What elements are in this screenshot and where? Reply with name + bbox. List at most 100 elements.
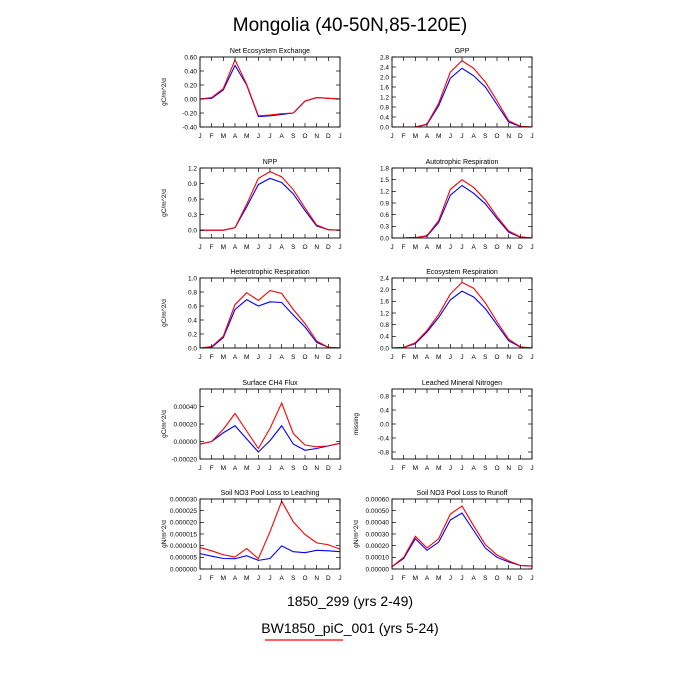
x-tick-label: O bbox=[494, 244, 499, 251]
series-line-1 bbox=[200, 177, 340, 231]
x-tick-label: A bbox=[425, 575, 430, 582]
y-tick-label: 0.2 bbox=[188, 331, 197, 338]
x-tick-label: S bbox=[483, 354, 488, 361]
y-tick-label: -0.40 bbox=[182, 124, 197, 131]
x-tick-label: M bbox=[436, 244, 441, 251]
y-axis-label: gN/m^2/d bbox=[161, 520, 168, 548]
y-tick-label: 0.0 bbox=[380, 235, 389, 242]
y-tick-label: 0.00020 bbox=[174, 421, 198, 428]
y-tick-label: 1.0 bbox=[188, 275, 197, 282]
y-tick-label: 0.00040 bbox=[366, 520, 390, 527]
x-tick-label: J bbox=[268, 575, 271, 582]
x-tick-label: D bbox=[326, 244, 331, 251]
y-tick-label: 1.2 bbox=[380, 94, 389, 101]
x-tick-label: N bbox=[506, 354, 511, 361]
x-tick-label: S bbox=[291, 354, 296, 361]
x-tick-label: M bbox=[244, 244, 249, 251]
x-tick-label: M bbox=[244, 575, 249, 582]
x-tick-label: J bbox=[268, 133, 271, 140]
y-tick-label: 0.8 bbox=[380, 393, 389, 400]
x-tick-label: M bbox=[413, 133, 418, 140]
x-tick-label: J bbox=[390, 133, 393, 140]
series-line-1 bbox=[200, 299, 340, 348]
x-tick-label: J bbox=[338, 354, 341, 361]
y-tick-label: 1.8 bbox=[380, 165, 389, 172]
y-tick-label: 0.9 bbox=[188, 181, 197, 188]
x-tick-label: A bbox=[279, 465, 284, 472]
y-tick-label: 0.000000 bbox=[170, 566, 197, 573]
x-tick-label: S bbox=[291, 465, 296, 472]
x-tick-label: F bbox=[210, 354, 214, 361]
x-tick-label: O bbox=[494, 575, 499, 582]
x-tick-label: A bbox=[425, 354, 430, 361]
x-tick-label: N bbox=[506, 575, 511, 582]
x-tick-label: N bbox=[314, 354, 319, 361]
series-line-1 bbox=[392, 290, 532, 348]
x-tick-label: J bbox=[268, 244, 271, 251]
x-tick-label: D bbox=[326, 465, 331, 472]
y-tick-label: 2.0 bbox=[380, 74, 389, 81]
panel-7: Surface CH4 Flux gC/m^2/d -0.00020 0.00000 0… bbox=[161, 380, 342, 472]
y-tick-label: 0.3 bbox=[380, 224, 389, 231]
x-tick-label: J bbox=[460, 133, 463, 140]
x-tick-label: O bbox=[302, 244, 307, 251]
x-tick-label: O bbox=[494, 133, 499, 140]
x-tick-label: O bbox=[302, 133, 307, 140]
series-line-2 bbox=[200, 171, 340, 231]
panel-8: Leached Mineral Nitrogen missing -0.8 -0.4 0… bbox=[353, 380, 534, 472]
y-axis-label: gC/m^2/d bbox=[161, 78, 168, 106]
series-line-2 bbox=[200, 500, 340, 560]
x-tick-label: J bbox=[449, 354, 452, 361]
x-tick-label: N bbox=[314, 133, 319, 140]
x-tick-label: D bbox=[326, 575, 331, 582]
x-tick-label: M bbox=[221, 465, 226, 472]
y-tick-label: 0.8 bbox=[380, 104, 389, 111]
x-tick-label: S bbox=[483, 575, 488, 582]
y-tick-label: 0.4 bbox=[380, 407, 389, 414]
plot-frame bbox=[391, 277, 533, 349]
x-tick-label: J bbox=[257, 133, 260, 140]
x-tick-label: J bbox=[460, 575, 463, 582]
x-tick-label: M bbox=[436, 465, 441, 472]
x-tick-label: J bbox=[268, 354, 271, 361]
y-tick-label: 0.00030 bbox=[366, 531, 390, 538]
y-tick-label: 0.6 bbox=[188, 196, 197, 203]
x-tick-label: O bbox=[494, 354, 499, 361]
y-tick-label: 1.2 bbox=[380, 189, 389, 196]
y-tick-label: 0.0 bbox=[188, 345, 197, 352]
series-line-1 bbox=[392, 67, 532, 127]
y-tick-label: 0.8 bbox=[380, 322, 389, 329]
x-tick-label: O bbox=[302, 575, 307, 582]
series-line-2 bbox=[200, 58, 340, 117]
x-tick-label: M bbox=[221, 354, 226, 361]
x-tick-label: F bbox=[402, 354, 406, 361]
x-tick-label: D bbox=[518, 465, 523, 472]
y-tick-label: 0.00000 bbox=[174, 439, 198, 446]
x-tick-label: F bbox=[210, 575, 214, 582]
legend-entry-2-label: BW1850_piC_001 (yrs 5-24) bbox=[261, 620, 439, 636]
x-tick-label: N bbox=[506, 244, 511, 251]
x-tick-label: D bbox=[518, 244, 523, 251]
x-tick-label: O bbox=[494, 465, 499, 472]
x-tick-label: J bbox=[390, 575, 393, 582]
plot-frame bbox=[391, 388, 533, 460]
x-tick-label: J bbox=[449, 244, 452, 251]
y-tick-label: -0.20 bbox=[182, 110, 197, 117]
legend-entry-1-label: 1850_299 (yrs 2-49) bbox=[286, 593, 414, 609]
y-tick-label: 0.9 bbox=[380, 200, 389, 207]
series-line-2 bbox=[200, 290, 340, 348]
x-tick-label: S bbox=[291, 244, 296, 251]
x-tick-label: M bbox=[413, 244, 418, 251]
y-tick-label: 0.4 bbox=[380, 334, 389, 341]
x-tick-label: S bbox=[483, 465, 488, 472]
x-tick-label: J bbox=[460, 465, 463, 472]
x-tick-label: M bbox=[221, 575, 226, 582]
panel-title: Soil NO3 Pool Loss to Runoff bbox=[417, 490, 508, 497]
panel-10: Soil NO3 Pool Loss to Runoff gN/m^2/d 0.00… bbox=[353, 490, 534, 582]
x-tick-label: A bbox=[471, 465, 476, 472]
x-tick-label: F bbox=[210, 133, 214, 140]
panel-title: Surface CH4 Flux bbox=[242, 380, 298, 387]
y-axis-label: missing bbox=[353, 413, 360, 435]
